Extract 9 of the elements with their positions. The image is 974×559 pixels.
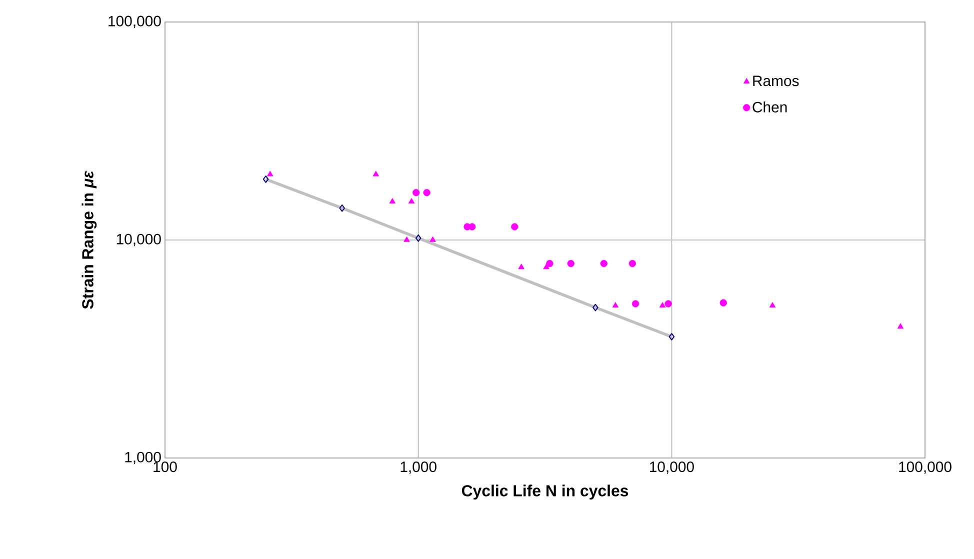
x-axis-title: Cyclic Life N in cycles (462, 484, 628, 500)
x-tick-label: 1,000 (400, 462, 436, 474)
y-tick-label: 100,000 (108, 16, 161, 28)
y-tick-label: 10,000 (116, 234, 161, 246)
x-tick-label: 10,000 (650, 462, 694, 474)
legend-label: Ramos (753, 76, 799, 86)
x-tick-label: 100,000 (899, 462, 952, 474)
y-axis-title: Strain Range in με (82, 170, 97, 309)
legend-label: Chen (752, 101, 787, 112)
